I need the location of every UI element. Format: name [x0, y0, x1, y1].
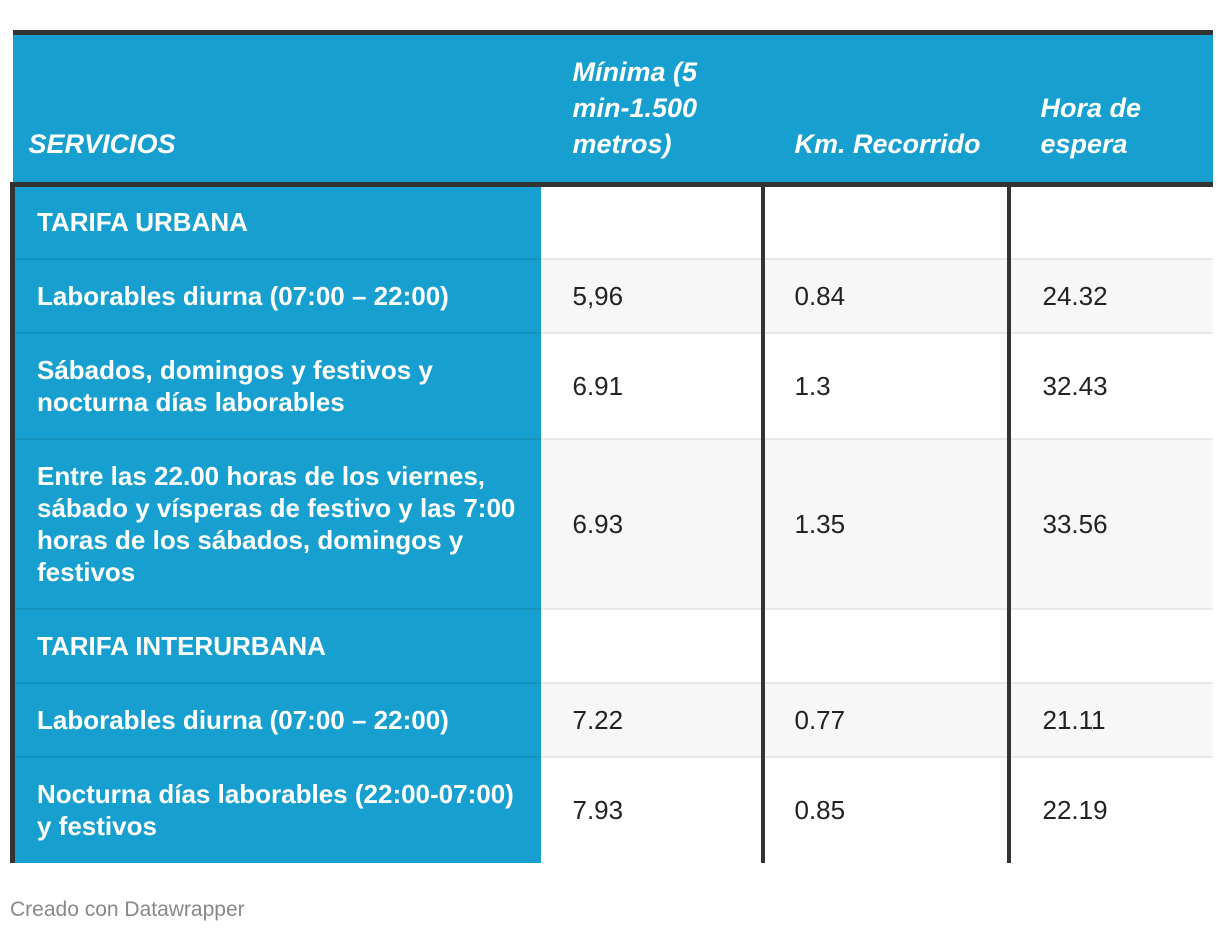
cell-hora — [1006, 184, 1213, 260]
cell-hora: 32.43 — [1006, 332, 1213, 440]
cell-minima: 6.93 — [540, 438, 763, 610]
table-row: Laborables diurna (07:00 – 22:00) 7.22 0… — [10, 682, 1213, 758]
cell-km: 1.3 — [760, 332, 1009, 440]
cell-minima: 7.93 — [540, 756, 763, 863]
table-row: Entre las 22.00 horas de los viernes, sá… — [10, 438, 1213, 610]
row-label: Nocturna días laborables (22:00-07:00) y… — [10, 756, 541, 863]
row-label: TARIFA INTERURBANA — [10, 608, 541, 684]
row-label: Laborables diurna (07:00 – 22:00) — [10, 682, 541, 758]
table-row: Laborables diurna (07:00 – 22:00) 5,96 0… — [10, 258, 1213, 334]
column-header-servicios[interactable]: SERVICIOS — [12, 30, 541, 187]
cell-minima — [540, 608, 763, 684]
cell-km: 0.84 — [760, 258, 1009, 334]
cell-minima — [540, 184, 763, 260]
cell-hora: 24.32 — [1006, 258, 1213, 334]
row-label: Laborables diurna (07:00 – 22:00) — [10, 258, 541, 334]
table-body: TARIFA URBANA Laborables diurna (07:00 –… — [10, 184, 1213, 863]
row-label: Sábados, domingos y festivos y nocturna … — [10, 332, 541, 440]
cell-hora: 33.56 — [1006, 438, 1213, 610]
cell-hora — [1006, 608, 1213, 684]
table-header-row: SERVICIOS Mínima (5 min-1.500 metros) Km… — [12, 30, 1213, 187]
cell-km: 1.35 — [760, 438, 1009, 610]
table-row: TARIFA INTERURBANA — [10, 608, 1213, 684]
table-row: Sábados, domingos y festivos y nocturna … — [10, 332, 1213, 440]
column-header-hora-espera[interactable]: Hora de espera — [1008, 30, 1213, 187]
cell-hora: 22.19 — [1006, 756, 1213, 863]
tariff-table: SERVICIOS Mínima (5 min-1.500 metros) Km… — [10, 30, 1213, 863]
table-row: TARIFA URBANA — [10, 184, 1213, 260]
cell-km: 0.77 — [760, 682, 1009, 758]
cell-km: 0.85 — [760, 756, 1009, 863]
cell-minima: 7.22 — [540, 682, 763, 758]
cell-km — [760, 608, 1009, 684]
cell-km — [760, 184, 1009, 260]
row-label: TARIFA URBANA — [10, 184, 541, 260]
column-header-km-recorrido[interactable]: Km. Recorrido — [762, 30, 1009, 187]
cell-hora: 21.11 — [1006, 682, 1213, 758]
row-label: Entre las 22.00 horas de los viernes, sá… — [10, 438, 541, 610]
cell-minima: 5,96 — [540, 258, 763, 334]
tariff-table-container: SERVICIOS Mínima (5 min-1.500 metros) Km… — [10, 30, 1213, 863]
column-header-minima[interactable]: Mínima (5 min-1.500 metros) — [540, 30, 763, 187]
cell-minima: 6.91 — [540, 332, 763, 440]
table-row: Nocturna días laborables (22:00-07:00) y… — [10, 756, 1213, 863]
datawrapper-credit[interactable]: Creado con Datawrapper — [10, 898, 245, 921]
